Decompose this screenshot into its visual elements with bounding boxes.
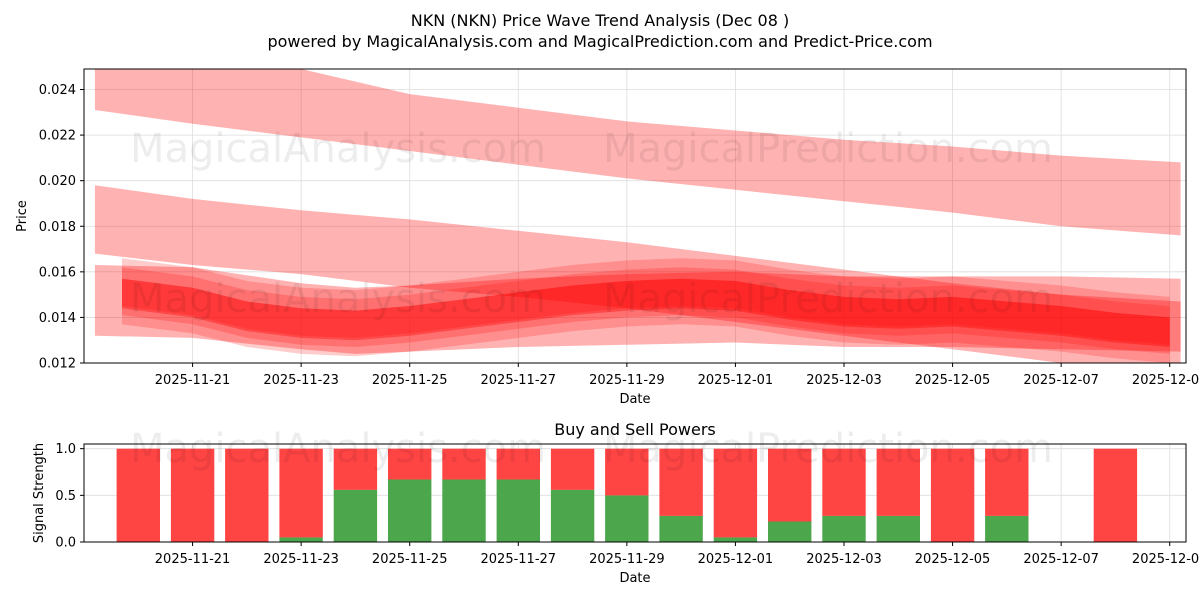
buy-bar: [659, 515, 703, 542]
powers-y-tick-label: 1.0: [55, 442, 76, 457]
wave-band: [94, 69, 1181, 236]
powers-x-axis-ticks: 2025-11-21 2025-11-23 2025-11-25 2025-11-27…: [155, 542, 1200, 567]
sell-bar: [930, 448, 975, 542]
sell-bar: [496, 448, 540, 480]
price-y-tick-label: 0.024: [39, 83, 76, 98]
sell-bar: [605, 448, 649, 496]
price-x-tick-label: 2025-11-23: [263, 373, 339, 388]
buy-bar: [605, 495, 649, 542]
price-x-axis-label: Date: [619, 392, 650, 407]
watermark-prediction-3: MagicalPrediction.com: [603, 426, 1053, 472]
buy-bar: [333, 489, 378, 542]
watermark-analysis-2: MagicalAnalysis.com: [130, 276, 546, 322]
powers-bars: [116, 448, 1138, 542]
center-ribbon: [122, 267, 1170, 347]
price-x-tick-label: 2025-12-03: [806, 373, 882, 388]
price-plot-area: [84, 69, 1186, 363]
price-y-tick-label: 0.012: [39, 357, 76, 372]
chart-subtitle: powered by MagicalAnalysis.com and Magic…: [267, 32, 932, 51]
watermark-analysis: MagicalAnalysis.com: [130, 126, 546, 172]
sell-bar: [876, 448, 920, 516]
sell-bar: [388, 448, 432, 480]
center-ribbon: [122, 278, 1170, 363]
powers-chart-title: Buy and Sell Powers: [554, 420, 716, 439]
sell-bar: [442, 448, 486, 480]
price-y-tick-label: 0.018: [39, 220, 76, 235]
price-x-tick-label: 2025-12-07: [1023, 373, 1099, 388]
price-y-axis-label: Price: [15, 200, 30, 232]
center-ribbon: [122, 258, 1170, 347]
center-ribbon: [122, 278, 1170, 354]
buy-bar: [550, 489, 595, 542]
price-plot-frame: [83, 68, 1187, 364]
wave-band: [94, 265, 1181, 354]
watermark-prediction-2: MagicalPrediction.com: [603, 276, 1053, 322]
price-x-tick-label: 2025-11-27: [481, 373, 557, 388]
powers-x-tick-label: 2025-12-07: [1023, 552, 1099, 567]
buy-bar: [388, 479, 432, 542]
price-y-tick-label: 0.016: [39, 265, 76, 280]
price-wave-bands: [94, 69, 1181, 363]
powers-y-tick-label: 0.5: [55, 489, 76, 504]
center-ribbon: [122, 278, 1170, 345]
chart-title: NKN (NKN) Price Wave Trend Analysis (Dec…: [411, 11, 790, 30]
price-x-tick-label: 2025-12-01: [698, 373, 774, 388]
wave-band: [94, 185, 1181, 363]
sell-bar: [822, 448, 866, 516]
buy-bar: [985, 515, 1029, 542]
price-y-tick-label: 0.014: [39, 311, 76, 326]
price-x-tick-label: 2025-11-25: [372, 373, 448, 388]
powers-y-axis-ticks: 0.0 0.5 1.0: [55, 442, 84, 551]
price-x-tick-label: 2025-12-09: [1132, 373, 1200, 388]
sell-bar: [170, 448, 215, 542]
price-y-tick-label: 0.022: [39, 129, 76, 144]
powers-y-axis-label: Signal Strength: [32, 443, 47, 543]
sell-bar: [116, 448, 160, 542]
watermark-analysis-3: MagicalAnalysis.com: [130, 426, 546, 472]
sell-bar: [1093, 448, 1138, 542]
price-wave-plot: MagicalAnalysis.com MagicalPrediction.co…: [15, 68, 1200, 407]
powers-plot-frame: [83, 443, 1187, 543]
price-x-axis-ticks: 2025-11-21 2025-11-23 2025-11-25 2025-11-27…: [155, 363, 1200, 388]
buy-bar: [496, 479, 540, 542]
sell-bar: [985, 448, 1029, 516]
sell-bar: [333, 448, 378, 490]
buy-sell-powers-plot: Buy and Sell Powers MagicalAnalysis.com …: [32, 420, 1200, 586]
buy-bar: [442, 479, 486, 542]
powers-x-tick-label: 2025-11-27: [481, 552, 557, 567]
sell-bar: [279, 448, 323, 538]
sell-bar: [225, 448, 269, 542]
powers-x-tick-label: 2025-11-21: [155, 552, 231, 567]
powers-x-tick-label: 2025-11-25: [372, 552, 448, 567]
powers-x-tick-label: 2025-12-01: [698, 552, 774, 567]
buy-bar: [768, 521, 812, 542]
price-x-tick-label: 2025-11-29: [589, 373, 665, 388]
powers-x-tick-label: 2025-12-05: [915, 552, 991, 567]
powers-x-tick-label: 2025-11-29: [589, 552, 665, 567]
sell-bar: [550, 448, 595, 490]
price-x-tick-label: 2025-11-21: [155, 373, 231, 388]
price-y-tick-label: 0.020: [39, 174, 76, 189]
buy-bar: [822, 515, 866, 542]
price-center-ribbons: [122, 258, 1170, 363]
watermark-prediction: MagicalPrediction.com: [603, 126, 1053, 172]
sell-bar: [713, 448, 758, 538]
price-x-tick-label: 2025-12-05: [915, 373, 991, 388]
price-y-axis-ticks: 0.012 0.014 0.016 0.018 0.020 0.022 0.024: [39, 83, 84, 372]
powers-x-tick-label: 2025-12-09: [1132, 552, 1200, 567]
powers-x-tick-label: 2025-11-23: [263, 552, 339, 567]
powers-x-tick-label: 2025-12-03: [806, 552, 882, 567]
sell-bar: [768, 448, 812, 522]
powers-y-tick-label: 0.0: [55, 536, 76, 551]
buy-bar: [713, 537, 758, 542]
sell-bar: [659, 448, 703, 516]
buy-bar: [876, 515, 920, 542]
buy-bar: [279, 537, 323, 542]
powers-x-axis-label: Date: [619, 571, 650, 586]
